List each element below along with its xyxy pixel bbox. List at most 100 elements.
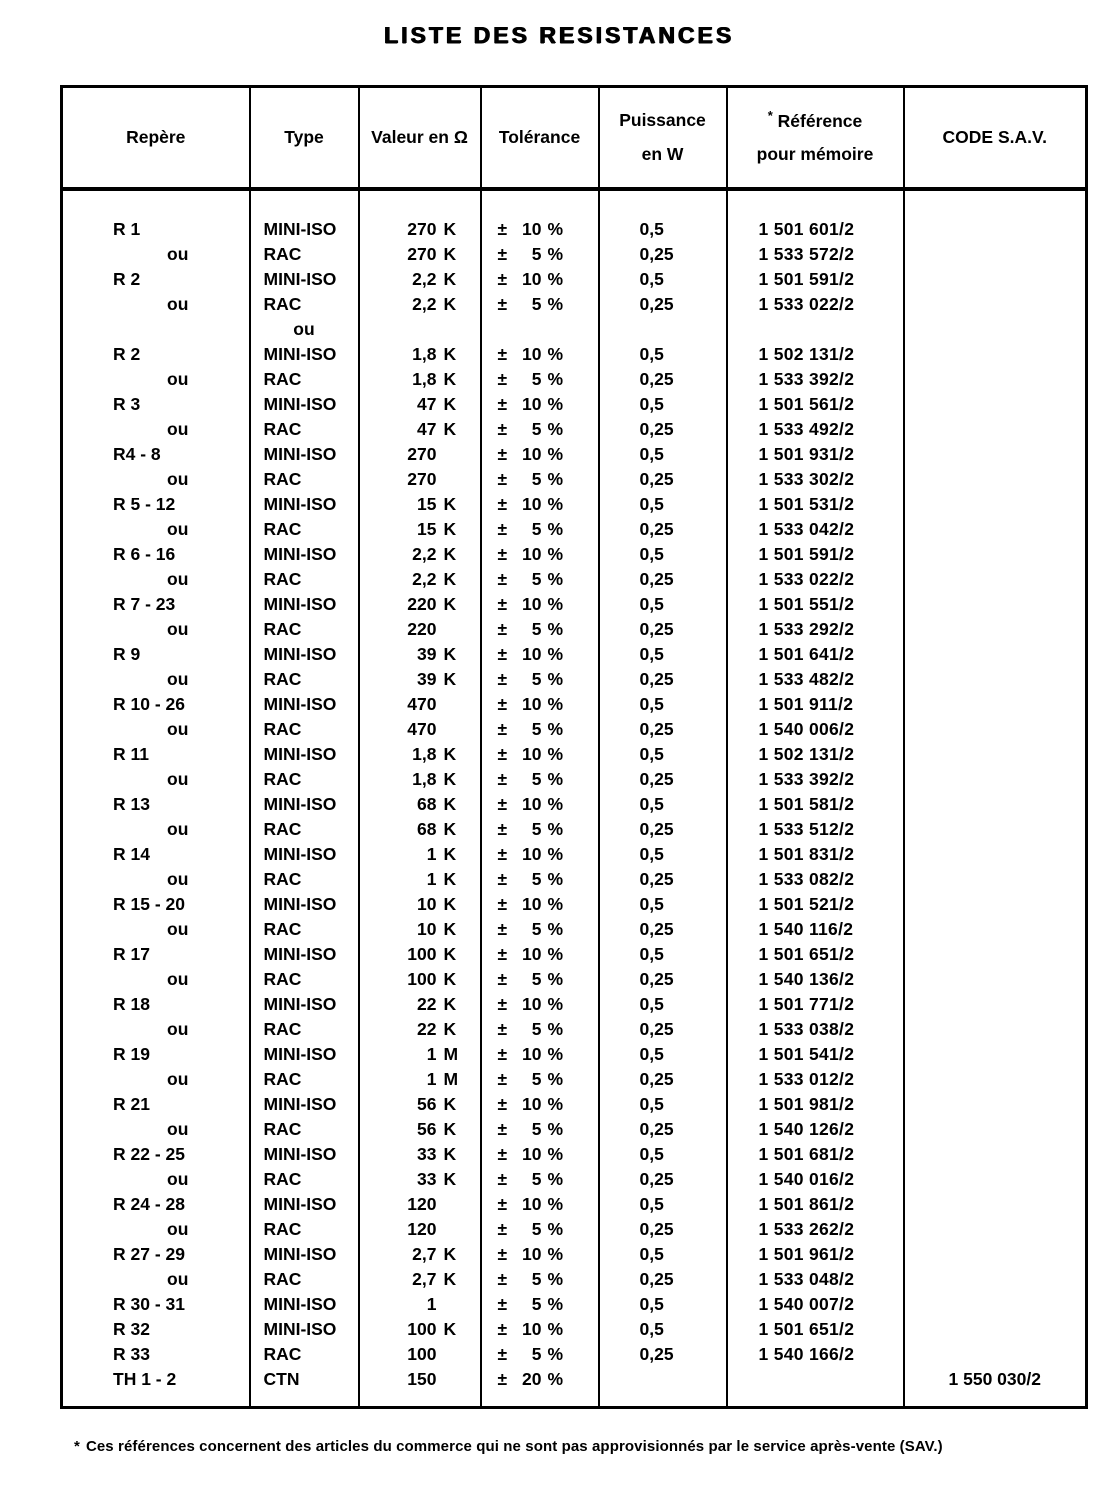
cell-repere: R 13 <box>113 794 150 814</box>
tolerance-number: 5 <box>531 719 542 739</box>
plus-minus-sign: ± <box>497 369 508 389</box>
value-unit: K <box>443 1319 457 1339</box>
percent-sign: % <box>547 969 564 989</box>
value-number: 68 <box>417 794 437 814</box>
cell-puissance: 0,5 <box>597 992 727 1017</box>
cell-type: RAC <box>248 967 359 992</box>
header-valeur: Valeur en Ω <box>357 86 481 191</box>
table-row: ou RAC 100 K ±5% 0,25 1 540 136/2 <box>62 967 1087 992</box>
value-unit: K <box>443 419 457 439</box>
cell-type: MINI-ISO <box>248 542 359 567</box>
table-row: ou RAC 22 K ±5% 0,25 1 533 038/2 <box>62 1017 1087 1042</box>
table-row: ou RAC 270 K ±5% 0,25 1 533 572/2 <box>62 242 1087 267</box>
cell-reference: 1 533 262/2 <box>725 1217 904 1242</box>
cell-repere: ou <box>167 619 189 639</box>
cell-puissance: 0,5 <box>597 342 727 367</box>
cell-reference <box>725 1367 904 1408</box>
percent-sign: % <box>547 1019 564 1039</box>
tolerance-number: 10 <box>522 269 542 289</box>
cell-code-sav <box>902 867 1087 892</box>
cell-repere: ou <box>167 469 189 489</box>
tolerance-number: 10 <box>522 644 542 664</box>
tolerance-number: 5 <box>531 919 542 939</box>
cell-repere: R 21 <box>113 1094 150 1114</box>
cell-repere: ou <box>167 1069 189 1089</box>
plus-minus-sign: ± <box>497 944 508 964</box>
table-row: ou RAC 39 K ±5% 0,25 1 533 482/2 <box>62 667 1087 692</box>
tolerance-number: 5 <box>531 419 542 439</box>
table-row: ou RAC 270 ±5% 0,25 1 533 302/2 <box>62 467 1087 492</box>
cell-type: MINI-ISO <box>248 842 359 867</box>
cell-repere: R 3 <box>113 394 141 414</box>
plus-minus-sign: ± <box>497 719 508 739</box>
cell-valeur: 2,7 K <box>357 1267 481 1292</box>
percent-sign: % <box>547 719 564 739</box>
percent-sign: % <box>547 944 564 964</box>
table-row: ou RAC 220 ±5% 0,25 1 533 292/2 <box>62 617 1087 642</box>
cell-reference: 1 533 392/2 <box>725 367 904 392</box>
plus-minus-sign: ± <box>497 1244 508 1264</box>
cell-repere: ou <box>167 969 189 989</box>
footnote: * Ces références concernent des articles … <box>74 1438 943 1455</box>
plus-minus-sign: ± <box>497 1294 508 1314</box>
value-unit: M <box>443 1069 459 1089</box>
plus-minus-sign: ± <box>497 594 508 614</box>
cell-type: MINI-ISO <box>248 1192 359 1217</box>
tolerance-number: 10 <box>522 394 542 414</box>
cell-repere: R 5 - 12 <box>113 494 176 514</box>
cell-type: MINI-ISO <box>248 442 359 467</box>
cell-repere: ou <box>167 1269 189 1289</box>
tolerance-number: 10 <box>522 344 542 364</box>
cell-puissance: 0,25 <box>597 667 727 692</box>
cell-code-sav <box>902 817 1087 842</box>
value-unit: K <box>443 1119 457 1139</box>
table-row: R 22 - 25 MINI-ISO 33 K ±10% 0,5 1 501 681/2 <box>62 1142 1087 1167</box>
cell-repere: ou <box>167 1019 189 1039</box>
cell-repere: R4 - 8 <box>113 444 161 464</box>
cell-code-sav: 1 550 030/2 <box>902 1367 1087 1408</box>
header-tolerance: Tolérance <box>479 86 599 191</box>
cell-reference: 1 501 961/2 <box>725 1242 904 1267</box>
value-unit: K <box>443 544 457 564</box>
cell-code-sav <box>902 992 1087 1017</box>
cell-valeur: 22 K <box>357 1017 481 1042</box>
cell-code-sav <box>902 967 1087 992</box>
tolerance-number: 10 <box>522 219 542 239</box>
cell-type: RAC <box>248 917 359 942</box>
plus-minus-sign: ± <box>497 269 508 289</box>
cell-puissance: 0,5 <box>597 642 727 667</box>
cell-code-sav <box>902 1242 1087 1267</box>
value-number: 2,7 <box>412 1269 437 1289</box>
table-row: R 21 MINI-ISO 56 K ±10% 0,5 1 501 981/2 <box>62 1092 1087 1117</box>
cell-valeur: 2,2 K <box>357 542 481 567</box>
percent-sign: % <box>547 419 564 439</box>
cell-type: RAC <box>248 1017 359 1042</box>
cell-puissance: 0,5 <box>597 392 727 417</box>
value-number: 220 <box>407 594 437 614</box>
cell-type: RAC <box>248 717 359 742</box>
value-number: 470 <box>407 719 437 739</box>
cell-puissance <box>597 1367 727 1408</box>
cell-type: CTN <box>248 1367 359 1408</box>
plus-minus-sign: ± <box>497 1119 508 1139</box>
value-number: 39 <box>417 644 437 664</box>
tolerance-number: 10 <box>522 494 542 514</box>
plus-minus-sign: ± <box>497 694 508 714</box>
value-unit: K <box>443 944 457 964</box>
cell-reference: 1 501 771/2 <box>725 992 904 1017</box>
cell-repere: ou <box>167 1119 189 1139</box>
cell-puissance: 0,25 <box>597 967 727 992</box>
asterisk-marker: * <box>767 107 773 123</box>
cell-tolerance: ±5% <box>479 1292 599 1317</box>
table-row: R 11 MINI-ISO 1,8 K ±10% 0,5 1 502 131/2 <box>62 742 1087 767</box>
cell-puissance: 0,25 <box>597 867 727 892</box>
value-number: 270 <box>407 444 437 464</box>
cell-puissance: 0,5 <box>597 592 727 617</box>
percent-sign: % <box>547 444 564 464</box>
cell-type: RAC <box>248 242 359 267</box>
cell-code-sav <box>902 1067 1087 1092</box>
cell-reference: 1 533 492/2 <box>725 417 904 442</box>
cell-tolerance: ±10% <box>479 392 599 417</box>
cell-puissance: 0,5 <box>597 442 727 467</box>
cell-repere: ou <box>167 519 189 539</box>
